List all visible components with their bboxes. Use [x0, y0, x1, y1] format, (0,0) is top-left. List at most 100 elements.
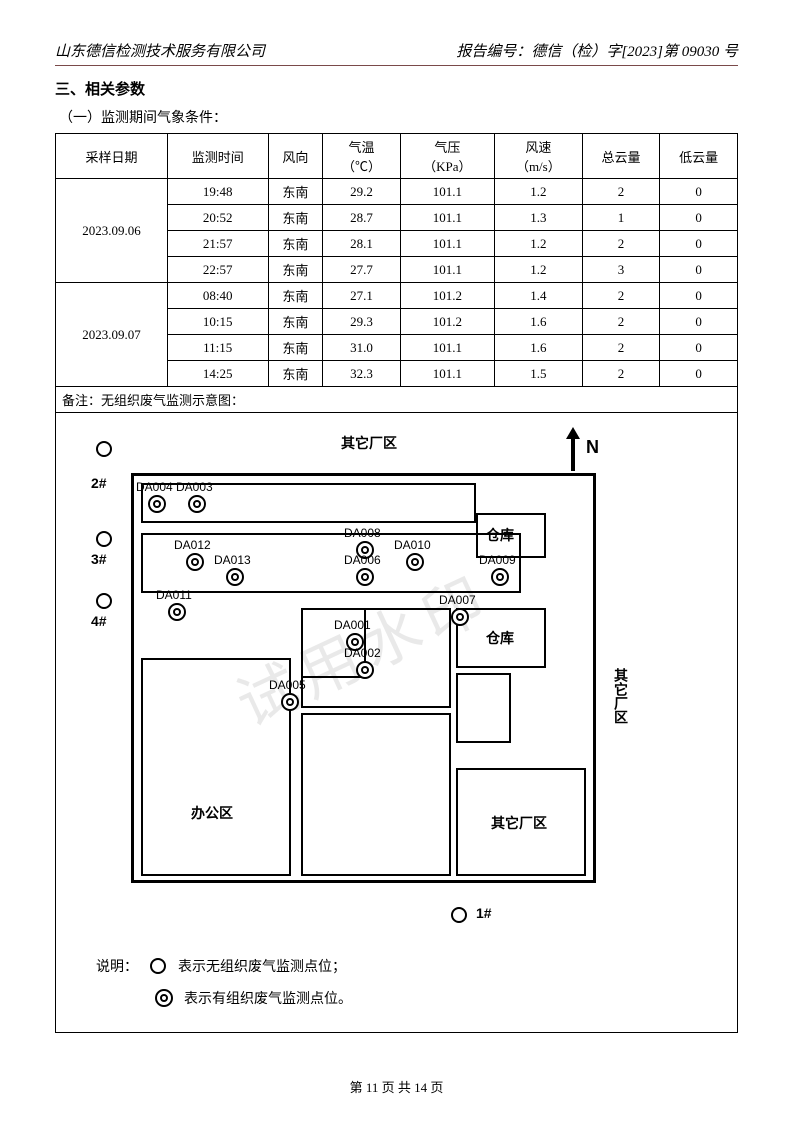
legend-text-2: 表示有组织废气监测点位。	[184, 988, 352, 1008]
double-circle-marker	[491, 568, 509, 586]
data-cell: 0	[660, 257, 738, 283]
point-label: DA006	[344, 553, 381, 567]
legend-open-circle	[148, 956, 168, 976]
point-label: DA003	[176, 480, 213, 494]
note-cell: 备注：无组织废气监测示意图：	[56, 387, 738, 413]
data-cell: 0	[660, 335, 738, 361]
sub-title: （一）监测期间气象条件：	[59, 107, 738, 127]
double-circle-marker	[186, 553, 204, 571]
table-header-row: 采样日期监测时间风向气温 （℃）气压 （KPa）风速 （m/s）总云量低云量	[56, 134, 738, 179]
data-cell: 29.3	[323, 309, 401, 335]
data-cell: 101.2	[400, 309, 494, 335]
double-circle-marker	[168, 603, 186, 621]
diagram-canvas: 试用水印 其它厂区	[56, 413, 737, 1032]
data-cell: 101.2	[400, 283, 494, 309]
double-circle-marker	[148, 495, 166, 513]
double-circle-marker	[356, 568, 374, 586]
north-label: N	[586, 437, 599, 458]
open-circle-marker	[96, 441, 112, 457]
data-cell: 21:57	[167, 231, 268, 257]
note-body: 备注：无组织废气监测示意图： 试用水印	[56, 387, 738, 1033]
data-cell: 东南	[268, 179, 323, 205]
page-footer: 第 11 页 共 14 页	[0, 1077, 793, 1096]
label-bottom-right: 其它厂区	[491, 813, 547, 833]
data-cell: 22:57	[167, 257, 268, 283]
open-circle-icon	[150, 958, 166, 974]
data-cell: 101.1	[400, 257, 494, 283]
company-name: 山东德信检测技术服务有限公司	[55, 40, 265, 61]
col-header: 总云量	[582, 134, 660, 179]
point-label: DA010	[394, 538, 431, 552]
open-circle-marker	[96, 531, 112, 547]
double-circle-marker	[356, 661, 374, 679]
data-cell: 2	[582, 361, 660, 387]
label-right-vertical: 其它厂区	[611, 668, 631, 724]
data-cell: 1	[582, 205, 660, 231]
double-circle-marker	[226, 568, 244, 586]
data-cell: 101.1	[400, 361, 494, 387]
pt2-label: 2#	[91, 475, 107, 491]
data-cell: 0	[660, 231, 738, 257]
data-cell: 28.7	[323, 205, 401, 231]
data-cell: 1.6	[494, 335, 582, 361]
data-cell: 101.1	[400, 205, 494, 231]
data-cell: 0	[660, 205, 738, 231]
data-cell: 2	[582, 231, 660, 257]
data-cell: 东南	[268, 361, 323, 387]
col-header: 低云量	[660, 134, 738, 179]
page-header: 山东德信检测技术服务有限公司 报告编号：德信（检）字[2023]第 09030 …	[55, 40, 738, 66]
data-cell: 东南	[268, 335, 323, 361]
data-cell: 1.2	[494, 231, 582, 257]
data-cell: 东南	[268, 257, 323, 283]
point-label: DA007	[439, 593, 476, 607]
date-cell: 2023.09.07	[56, 283, 168, 387]
data-cell: 10:15	[167, 309, 268, 335]
data-cell: 2	[582, 309, 660, 335]
data-cell: 0	[660, 179, 738, 205]
pt3-label: 3#	[91, 551, 107, 567]
legend-text-1: 表示无组织废气监测点位；	[178, 956, 346, 976]
col-header: 气温 （℃）	[323, 134, 401, 179]
data-cell: 29.2	[323, 179, 401, 205]
data-cell: 20:52	[167, 205, 268, 231]
diagram-cell: 试用水印 其它厂区	[56, 413, 738, 1033]
legend-row-1: 说明： 表示无组织废气监测点位；	[96, 956, 737, 976]
table-head: 采样日期监测时间风向气温 （℃）气压 （KPa）风速 （m/s）总云量低云量	[56, 134, 738, 179]
pt4-label: 4#	[91, 613, 107, 629]
data-cell: 08:40	[167, 283, 268, 309]
open-circle-marker	[451, 907, 467, 923]
data-cell: 2	[582, 179, 660, 205]
data-cell: 101.1	[400, 335, 494, 361]
col-header: 风向	[268, 134, 323, 179]
col-header: 风速 （m/s）	[494, 134, 582, 179]
col-header: 采样日期	[56, 134, 168, 179]
data-cell: 1.4	[494, 283, 582, 309]
report-number: 报告编号：德信（检）字[2023]第 09030 号	[456, 40, 738, 61]
double-circle-marker	[451, 608, 469, 626]
legend-double-circle	[154, 988, 174, 1008]
data-cell: 14:25	[167, 361, 268, 387]
data-cell: 101.1	[400, 231, 494, 257]
point-label: DA012	[174, 538, 211, 552]
small-box-r	[456, 673, 511, 743]
weather-table: 采样日期监测时间风向气温 （℃）气压 （KPa）风速 （m/s）总云量低云量 2…	[55, 133, 738, 1033]
north-arrow	[563, 425, 583, 476]
label-top-area: 其它厂区	[341, 433, 397, 453]
col-header: 监测时间	[167, 134, 268, 179]
data-cell: 27.1	[323, 283, 401, 309]
label-warehouse-mid: 仓库	[486, 628, 514, 648]
data-cell: 东南	[268, 283, 323, 309]
double-circle-marker	[281, 693, 299, 711]
section-title: 三、相关参数	[55, 78, 738, 99]
data-cell: 3	[582, 257, 660, 283]
table-row: 2023.09.0619:48东南29.2101.11.220	[56, 179, 738, 205]
note-row: 备注：无组织废气监测示意图：	[56, 387, 738, 413]
double-circle-marker	[188, 495, 206, 513]
point-label: DA002	[344, 646, 381, 660]
open-circle-marker	[96, 593, 112, 609]
data-cell: 东南	[268, 231, 323, 257]
point-label: DA008	[344, 526, 381, 540]
data-cell: 1.2	[494, 179, 582, 205]
label-warehouse-top: 仓库	[486, 525, 514, 545]
point-label: DA001	[334, 618, 371, 632]
